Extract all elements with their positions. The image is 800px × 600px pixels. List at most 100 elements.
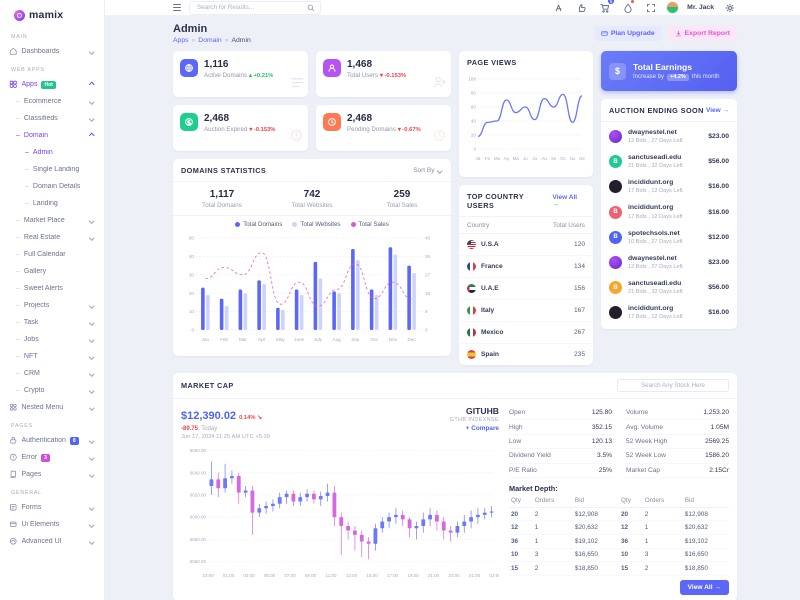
details-column: Open 125.80 High 352.15 Low 120.13 Dividend Yi…: [509, 406, 612, 478]
list-icon: [290, 75, 304, 94]
sidebar-item-error[interactable]: Error 3: [9, 449, 95, 466]
sidebar-item-real-estate[interactable]: Real Estate: [9, 229, 95, 246]
settings-gear-icon[interactable]: [722, 0, 737, 15]
sort-by-dropdown[interactable]: Sort By: [413, 167, 443, 174]
stat-card-pending-domains[interactable]: 2,468 Pending Domains-0.67%: [316, 105, 451, 151]
sidebar-item-label: Crypto: [23, 387, 45, 394]
sidebar-item-jobs[interactable]: Jobs: [9, 331, 95, 348]
sidebar-item-crm[interactable]: CRM: [9, 365, 95, 382]
plan-upgrade-button[interactable]: Plan Upgrade: [593, 26, 662, 41]
country-row-france[interactable]: France 134: [459, 256, 593, 278]
sidebar-item-label: Domain: [23, 132, 49, 139]
page-title: Admin: [173, 23, 208, 35]
detail-label: 52 Week Low: [626, 452, 666, 460]
domains-summary: 1,117 Total Domains 742 Total Websites 259 To…: [173, 182, 451, 216]
chevron-down-icon: [88, 99, 94, 104]
stat-value: 1,116: [204, 59, 229, 70]
country-row-u-a-e[interactable]: U.A.E 156: [459, 278, 593, 300]
stock-search-input[interactable]: [617, 379, 729, 392]
country-view-all-link[interactable]: View All →: [552, 194, 578, 208]
sidebar-item-label: Classifieds: [23, 115, 58, 122]
sidebar-item-domain[interactable]: Domain: [9, 127, 95, 144]
auction-item[interactable]: dwaynestel.net 12 Bids , 27 Days Left $23.…: [609, 124, 729, 149]
stat-card-total-users[interactable]: 1,468 Total Users-0.153%: [316, 51, 451, 97]
sidebar-item-full-calendar[interactable]: Full Calendar: [9, 246, 95, 263]
svg-text:Ma: Ma: [494, 156, 501, 161]
alert-circle-icon: [290, 129, 304, 148]
chevron-up-icon: [88, 133, 94, 138]
user-avatar[interactable]: [666, 1, 680, 14]
depth-cell: $20,632: [572, 520, 619, 536]
depth-col-header: Qty: [509, 494, 533, 508]
language-icon[interactable]: [551, 0, 566, 15]
france-flag-icon: [467, 262, 476, 271]
sidebar-item-ui-elements[interactable]: Ui Elements: [9, 516, 95, 533]
sidebar-item-task[interactable]: Task: [9, 314, 95, 331]
notification-drop-icon[interactable]: [620, 0, 635, 15]
chevron-down-icon: [88, 405, 94, 410]
total-earnings-card[interactable]: $ Total Earnings Increase by +4.2% this …: [601, 51, 737, 91]
detail-value: 125.80: [591, 409, 612, 417]
like-icon[interactable]: [574, 0, 589, 15]
auction-view-link[interactable]: View →: [705, 107, 729, 114]
menu-toggle-icon[interactable]: [173, 4, 181, 11]
sidebar-item-market-place[interactable]: Market Place: [9, 212, 95, 229]
svg-text:Ju: Ju: [523, 156, 528, 161]
breadcrumb-item[interactable]: Domain: [192, 37, 221, 44]
stat-card-active-domains[interactable]: 1,116 Active Domains+0.21%: [173, 51, 308, 97]
country-name: Italy: [481, 307, 495, 314]
stat-text: 2,468 Auction Expired-0.153%: [204, 113, 275, 133]
auction-item[interactable]: dwaynestel.net 12 Bids , 27 Days Left $23.…: [609, 250, 729, 275]
italy-flag-icon: [467, 306, 476, 315]
sidebar-item-nft[interactable]: NFT: [9, 348, 95, 365]
country-row-u-s-a[interactable]: U.S.A 120: [459, 234, 593, 256]
detail-row-52-week-low: 52 Week Low 1586.20: [626, 449, 729, 464]
depth-cell: 12: [618, 520, 643, 536]
view-all-button[interactable]: View All →: [679, 579, 729, 595]
sidebar-item-apps[interactable]: Apps Hot: [9, 76, 95, 93]
sidebar-item-advanced-ui[interactable]: Advanced UI: [9, 533, 95, 550]
auction-item[interactable]: incididunt.org 17 Bids , 12 Days Left $16.…: [609, 300, 729, 325]
export-report-button[interactable]: Export Report: [667, 26, 737, 41]
country-row-italy[interactable]: Italy 167: [459, 300, 593, 322]
svg-text:Au: Au: [541, 156, 547, 161]
sidebar-item-pages[interactable]: Pages: [9, 466, 95, 483]
domain-stat-value: 742: [303, 189, 321, 200]
sidebar-item-classifieds[interactable]: Classifieds: [9, 110, 95, 127]
sidebar-item-nested-menu[interactable]: Nested Menu: [9, 399, 95, 416]
sidebar-item-authentication[interactable]: Authentication 8: [9, 432, 95, 449]
country-row-mexico[interactable]: Mexico 267: [459, 322, 593, 344]
compare-link[interactable]: + Compare: [465, 425, 499, 432]
content: 1,116 Active Domains+0.21% 1,468 Total User…: [173, 51, 737, 600]
sidebar-item-gallery[interactable]: Gallery: [9, 263, 95, 280]
sidebar-item-dashboards[interactable]: Dashboards: [9, 43, 95, 60]
stat-card-auction-expired[interactable]: 2,468 Auction Expired-0.153%: [173, 105, 308, 151]
sidebar-item-crypto[interactable]: Crypto: [9, 382, 95, 399]
market-depth-title: Market Depth:: [509, 483, 558, 493]
auction-item[interactable]: incididunt.org 17 Bids , 12 Days Left $16.…: [609, 174, 729, 199]
breadcrumb-item[interactable]: Apps: [173, 37, 189, 44]
svg-text:20: 20: [189, 291, 195, 296]
auction-meta: 17 Bids , 12 Days Left: [628, 314, 683, 321]
sidebar-item-ecommerce[interactable]: Ecommerce: [9, 93, 95, 110]
sidebar-item-admin[interactable]: Admin: [9, 144, 95, 161]
country-row-spain[interactable]: Spain 235: [459, 344, 593, 365]
sidebar-item-forms[interactable]: Forms: [9, 499, 95, 516]
sidebar-item-projects[interactable]: Projects: [9, 297, 95, 314]
fullscreen-icon[interactable]: [643, 0, 658, 15]
global-search[interactable]: [189, 0, 321, 15]
cart-icon[interactable]: 5: [597, 0, 615, 15]
sidebar-item-landing[interactable]: Landing: [9, 195, 95, 212]
sidebar-item-single-landing[interactable]: Single Landing: [9, 161, 95, 178]
sidebar-item-domain-details[interactable]: Domain Details: [9, 178, 95, 195]
sidebar-item-sweet-alerts[interactable]: Sweet Alerts: [9, 280, 95, 297]
search-input[interactable]: [195, 3, 303, 12]
chevron-down-icon: [88, 505, 94, 510]
brand[interactable]: mamix: [0, 0, 104, 27]
details-column: Volume 1,253.20 Avg. Volume 1.05M 52 Week Hi…: [626, 406, 729, 478]
